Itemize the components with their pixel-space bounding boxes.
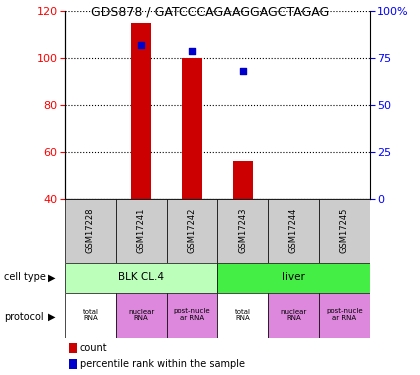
Text: cell type: cell type (4, 273, 46, 282)
Text: GSM17245: GSM17245 (340, 208, 349, 254)
Text: total
RNA: total RNA (235, 309, 251, 321)
Text: GDS878 / GATCCCAGAAGGAGCTAGAG: GDS878 / GATCCCAGAAGGAGCTAGAG (91, 6, 329, 19)
Bar (233, 161, 253, 199)
Bar (182, 58, 202, 199)
Text: GSM17243: GSM17243 (238, 208, 247, 254)
Bar (268, 292, 319, 338)
Bar (268, 199, 319, 262)
Text: percentile rank within the sample: percentile rank within the sample (80, 359, 245, 369)
Bar (65, 262, 218, 292)
Bar (167, 199, 218, 262)
Text: GSM17241: GSM17241 (137, 208, 146, 254)
Bar (65, 199, 116, 262)
Bar (116, 199, 167, 262)
Text: post-nucle
ar RNA: post-nucle ar RNA (326, 309, 362, 321)
Text: total
RNA: total RNA (82, 309, 98, 321)
Text: post-nucle
ar RNA: post-nucle ar RNA (173, 309, 210, 321)
Bar (131, 23, 151, 199)
Bar (218, 199, 268, 262)
Bar (167, 292, 218, 338)
Point (239, 68, 246, 74)
Text: liver: liver (282, 273, 305, 282)
Bar (319, 199, 370, 262)
Point (138, 42, 144, 48)
Bar (116, 292, 167, 338)
Text: GSM17228: GSM17228 (86, 208, 95, 254)
Text: protocol: protocol (4, 312, 44, 322)
Bar (65, 292, 116, 338)
Text: nuclear
RNA: nuclear RNA (281, 309, 307, 321)
Text: BLK CL.4: BLK CL.4 (118, 273, 164, 282)
Text: GSM17242: GSM17242 (187, 208, 197, 254)
Text: nuclear
RNA: nuclear RNA (128, 309, 155, 321)
Text: GSM17244: GSM17244 (289, 208, 298, 254)
Text: ▶: ▶ (48, 312, 56, 322)
Text: ▶: ▶ (48, 273, 56, 282)
Point (189, 48, 195, 54)
Bar (218, 262, 370, 292)
Bar (218, 292, 268, 338)
Text: count: count (80, 343, 108, 353)
Bar (319, 292, 370, 338)
